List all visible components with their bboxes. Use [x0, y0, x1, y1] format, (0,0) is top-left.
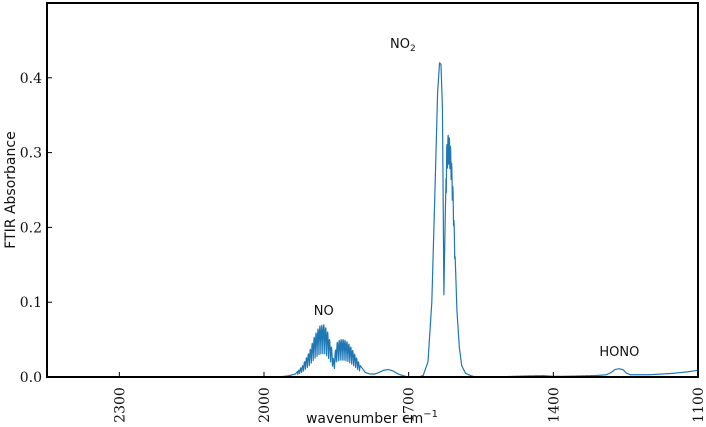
plot-background: [47, 3, 698, 377]
x-tick-label: 1100: [691, 387, 706, 423]
y-tick-label: 0.0: [20, 370, 42, 386]
x-tick-label: 2300: [112, 387, 128, 423]
x-axis: 2300 2000 1700 1400 1100: [112, 372, 706, 423]
annotations: NO NO2 HONO: [314, 37, 640, 360]
y-axis: 0.0 0.1 0.2 0.3 0.4: [20, 71, 52, 386]
x-axis-label: wavenumber cm−1: [306, 409, 438, 427]
x-tick-label: 1700: [402, 387, 418, 423]
x-axis-label-superscript: −1: [423, 409, 438, 420]
x-tick-label: 1400: [546, 387, 562, 423]
peak-annotation: HONO: [599, 345, 639, 360]
x-tick-label: 2000: [257, 387, 273, 423]
y-axis-label: FTIR Absorbance: [3, 131, 19, 248]
peak-annotation: NO: [314, 304, 334, 319]
y-tick-label: 0.4: [20, 71, 42, 87]
x-axis-label-text: wavenumber cm: [306, 411, 423, 427]
y-tick-label: 0.3: [20, 146, 42, 162]
y-tick-label: 0.2: [20, 220, 42, 236]
plot-frame: [46, 2, 699, 378]
y-tick-label: 0.1: [20, 295, 42, 311]
peak-annotation: NO2: [390, 37, 416, 54]
